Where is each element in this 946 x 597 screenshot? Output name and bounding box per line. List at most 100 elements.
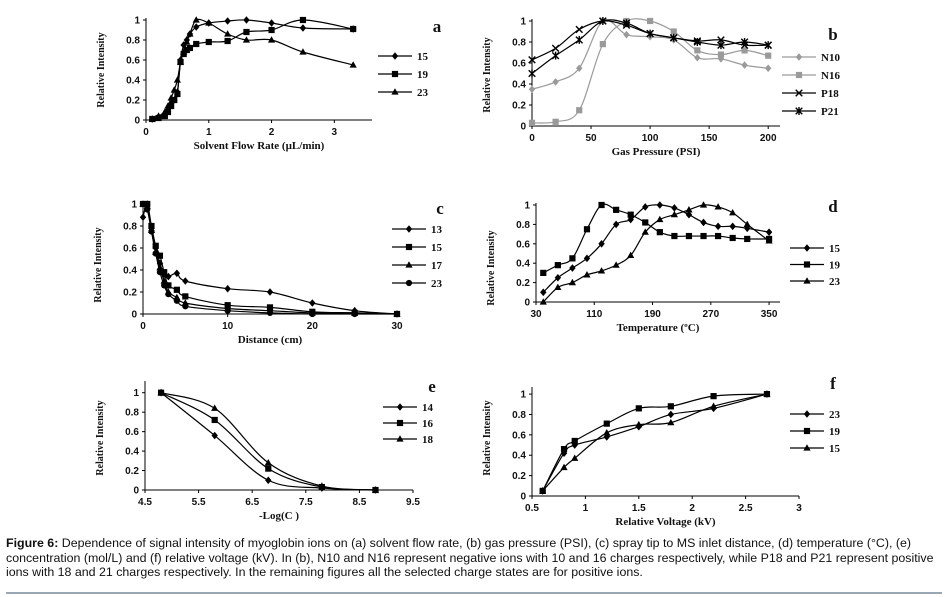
legend-item: 19 [378, 69, 429, 81]
data-point [743, 220, 751, 227]
x-tick-label: 190 [644, 309, 661, 320]
data-point [173, 269, 181, 278]
data-point [729, 208, 737, 216]
data-point [699, 201, 708, 208]
series-19 [149, 16, 357, 123]
legend-marker [396, 419, 404, 427]
data-point [764, 64, 772, 73]
data-point [575, 25, 584, 34]
legend-item: 18 [383, 434, 434, 446]
data-point [318, 482, 326, 489]
data-point [186, 30, 194, 37]
chart-panel-e: 0 0.2 0.4 0.6 0.8 1 4.5 5.5 6.5 7.5 8.5 9.5 -Log(C )… [95, 377, 436, 522]
legend-item: 17 [392, 260, 443, 272]
data-point [714, 232, 722, 240]
data-point [211, 431, 218, 440]
data-point [211, 416, 218, 424]
legend-label: 13 [431, 224, 443, 236]
y-axis-title: Relative Intensity [95, 400, 106, 475]
legend-label: 19 [829, 260, 841, 272]
series-23 [148, 16, 357, 122]
legend-item: 16 [383, 418, 434, 430]
data-point [309, 310, 316, 318]
data-point [176, 58, 185, 65]
x-tick-label: 4.5 [138, 497, 152, 508]
x-tick-label: 30 [530, 309, 542, 320]
y-tick-label: 0.6 [125, 427, 139, 438]
series-line [152, 18, 354, 120]
data-point [351, 310, 358, 318]
data-point [299, 16, 307, 24]
data-point [173, 297, 180, 304]
data-point [693, 38, 702, 46]
series-line [142, 201, 398, 315]
data-point [161, 108, 169, 115]
legend-item: 15 [392, 242, 443, 254]
data-point [156, 264, 164, 271]
y-tick-label: 0.6 [512, 430, 526, 441]
data-point [224, 37, 231, 45]
data-point [148, 222, 155, 230]
x-tick-label: 8.5 [352, 497, 366, 508]
data-point [528, 119, 536, 126]
legend-item: N10 [782, 52, 840, 64]
data-point [598, 201, 605, 209]
legend-label: 17 [431, 260, 443, 272]
y-axis-title: Relative Intensity [486, 230, 497, 305]
data-point [729, 222, 736, 231]
caption-label: Figure 6: [6, 536, 59, 550]
series-15 [540, 201, 773, 297]
data-point [741, 47, 748, 54]
legend-item: N16 [782, 70, 840, 82]
x-tick-label: 1 [583, 503, 589, 514]
legend-label: P18 [821, 88, 839, 100]
legend-label: 14 [422, 402, 434, 414]
data-point [267, 36, 276, 43]
data-point [528, 69, 536, 78]
data-point [656, 229, 663, 236]
legend-label: 15 [829, 443, 841, 455]
data-point [192, 16, 200, 23]
x-axis-title: Distance (cm) [238, 334, 303, 346]
series-19 [540, 201, 773, 276]
x-tick-label: 10 [222, 321, 234, 332]
data-point [627, 211, 634, 218]
x-tick-label: 1 [206, 127, 212, 138]
data-point [694, 53, 701, 62]
y-tick-label: 0.6 [123, 244, 137, 255]
data-point [164, 102, 172, 109]
x-tick-label: 2 [689, 503, 695, 514]
panel-label: f [830, 374, 836, 393]
data-point [148, 115, 156, 122]
data-point [554, 273, 562, 282]
x-tick-label: 0 [529, 133, 535, 144]
data-point [656, 215, 664, 223]
data-point [224, 17, 231, 25]
data-point [765, 237, 773, 244]
data-point [243, 16, 250, 24]
data-point [268, 26, 275, 34]
data-point [744, 235, 751, 243]
data-point [154, 112, 163, 119]
panel-label: c [436, 199, 444, 218]
x-tick-label: 3 [332, 127, 338, 138]
y-tick-label: 0 [524, 298, 530, 309]
data-point [144, 206, 151, 213]
data-point [583, 226, 591, 233]
series-N10 [528, 17, 772, 94]
legend-marker [391, 88, 399, 95]
legend-marker [803, 410, 811, 418]
data-point [667, 410, 675, 419]
x-tick-label: 3 [796, 503, 802, 514]
series-line [152, 19, 354, 120]
data-point [627, 251, 635, 259]
data-point [685, 232, 693, 240]
data-point [700, 232, 707, 240]
data-point [709, 402, 718, 409]
legend-marker [405, 261, 413, 268]
y-axis-title: Relative Intensity [93, 227, 104, 302]
x-tick-label: 50 [585, 133, 597, 144]
legend-marker [396, 403, 404, 411]
y-tick-label: 1 [133, 388, 139, 399]
figure-caption: Figure 6: Dependence of signal intensity… [6, 536, 942, 594]
